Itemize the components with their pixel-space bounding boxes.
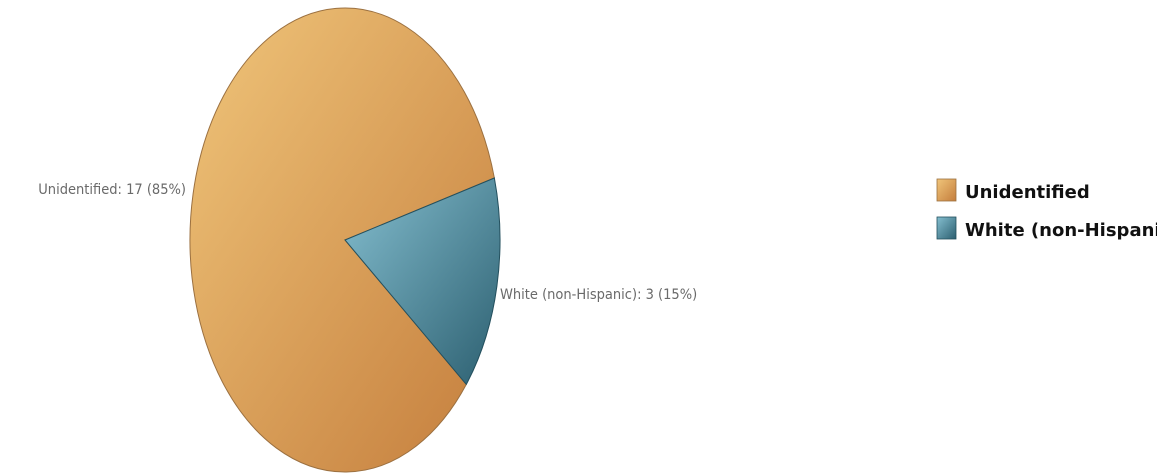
legend-swatch-white-non-hispanic xyxy=(936,216,957,240)
pie-slices xyxy=(189,7,501,473)
legend-label-unidentified: Unidentified xyxy=(965,182,1090,203)
legend-swatch-unidentified xyxy=(936,178,957,202)
slice-labels: Unidentified: 17 (85%) White (non-Hispan… xyxy=(38,182,697,303)
legend-label-white-non-hispanic: White (non-Hispanic) xyxy=(965,220,1157,241)
slice-label-unidentified: Unidentified: 17 (85%) xyxy=(38,182,186,198)
legend: Unidentified White (non-Hispanic) xyxy=(936,178,1157,241)
pie-slice-white-non-hispanic[interactable] xyxy=(344,177,501,386)
pie-slice-unidentified[interactable] xyxy=(189,7,495,473)
slice-label-white-non-hispanic: White (non-Hispanic): 3 (15%) xyxy=(500,287,697,303)
